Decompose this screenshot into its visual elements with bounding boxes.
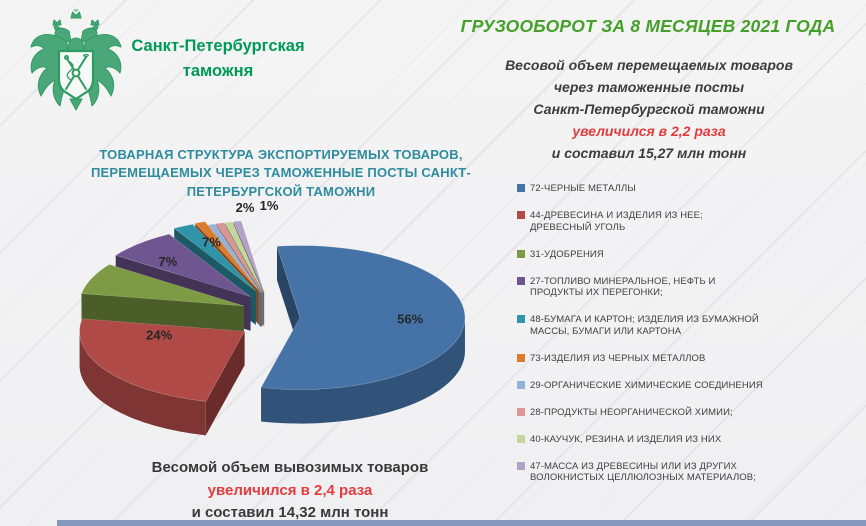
legend-color-swatch <box>517 461 525 470</box>
legend-item: 40-КАУЧУК, РЕЗИНА И ИЗДЕЛИЯ ИЗ НИХ <box>517 434 817 446</box>
page-title: ГРУЗООБОРОТ ЗА 8 МЕСЯЦЕВ 2021 ГОДА <box>460 16 836 36</box>
legend-color-swatch <box>517 276 525 285</box>
chart-title: ТОВАРНАЯ СТРУКТУРА ЭКСПОРТИРУЕМЫХ ТОВАРО… <box>91 147 471 199</box>
summary-bottom: Весомой объем вывозимых товаров увеличил… <box>108 457 472 525</box>
legend-color-swatch <box>517 210 525 219</box>
legend-label: 40-КАУЧУК, РЕЗИНА И ИЗДЕЛИЯ ИЗ НИХ <box>530 433 722 445</box>
legend-color-swatch <box>517 354 525 362</box>
legend-item: 72-ЧЕРНЫЕ МЕТАЛЛЫ <box>517 183 817 195</box>
legend-label: 48-БУМАГА И КАРТОН; ИЗДЕЛИЯ ИЗ БУМАЖНОЙ … <box>530 314 759 338</box>
legend-label: 28-ПРОДУКТЫ НЕОРГАНИЧЕСКОЙ ХИМИИ; <box>530 406 733 418</box>
summary-top-line2: через таможенные посты <box>553 79 745 96</box>
legend-color-swatch <box>517 407 525 416</box>
legend-color-swatch <box>517 249 525 258</box>
legend-label: 44-ДРЕВЕСИНА И ИЗДЕЛИЯ ИЗ НЕЕ; ДРЕВЕСНЫЙ… <box>530 209 703 233</box>
legend-item: 47-МАССА ИЗ ДРЕВЕСИНЫ ИЛИ ИЗ ДРУГИХ ВОЛО… <box>517 461 817 485</box>
legend-item: 29-ОРГАНИЧЕСКИЕ ХИМИЧЕСКИЕ СОЕДИНЕНИЯ <box>517 380 817 392</box>
pie-chart-area: 56% 24% 7% 7% 2% 1% <box>55 196 525 478</box>
summary-top-line4: и составил 15,27 млн тонн <box>551 145 747 162</box>
legend-label: 31-УДОБРЕНИЯ <box>530 248 604 260</box>
legend-item: 44-ДРЕВЕСИНА И ИЗДЕЛИЯ ИЗ НЕЕ; ДРЕВЕСНЫЙ… <box>517 210 817 234</box>
legend-label: 72-ЧЕРНЫЕ МЕТАЛЛЫ <box>530 183 636 194</box>
summary-bottom-line1: Весомой объем вывозимых товаров <box>151 459 429 476</box>
legend-label: 47-МАССА ИЗ ДРЕВЕСИНЫ ИЛИ ИЗ ДРУГИХ ВОЛО… <box>530 460 756 484</box>
legend-label: 29-ОРГАНИЧЕСКИЕ ХИМИЧЕСКИЕ СОЕДИНЕНИЯ <box>530 379 763 391</box>
pie-label: 1% <box>260 198 279 213</box>
legend-item: 31-УДОБРЕНИЯ <box>517 249 817 261</box>
summary-top-line1: Весовой объем перемещаемых товаров <box>505 57 793 73</box>
legend-item: 27-ТОПЛИВО МИНЕРАЛЬНОЕ, НЕФТЬ И ПРОДУКТЫ… <box>517 276 817 300</box>
customs-eagle-emblem-icon <box>30 9 122 111</box>
pie-chart-3d: 56% 24% 7% 7% 2% 1% <box>79 198 466 436</box>
legend-color-swatch <box>517 315 525 324</box>
summary-top-highlight: увеличился в 2,2 раза <box>572 123 726 140</box>
pie-label: 7% <box>202 234 221 249</box>
legend-item: 73-ИЗДЕЛИЯ ИЗ ЧЕРНЫХ МЕТАЛЛОВ <box>517 353 817 365</box>
summary-top-line3: Санкт-Петербургской таможни <box>533 101 765 118</box>
legend-item: 48-БУМАГА И КАРТОН; ИЗДЕЛИЯ ИЗ БУМАЖНОЙ … <box>517 314 817 338</box>
pie-label: 2% <box>236 200 255 215</box>
summary-top: Весовой объем перемещаемых товаров через… <box>452 54 846 165</box>
legend-label: 27-ТОПЛИВО МИНЕРАЛЬНОЕ, НЕФТЬ И ПРОДУКТЫ… <box>530 275 716 299</box>
legend-label: 73-ИЗДЕЛИЯ ИЗ ЧЕРНЫХ МЕТАЛЛОВ <box>530 353 706 364</box>
summary-bottom-highlight: увеличился в 2,4 раза <box>207 481 373 499</box>
bottom-accent-bar <box>57 520 866 526</box>
pie-label: 7% <box>158 254 177 269</box>
chart-legend: 72-ЧЕРНЫЕ МЕТАЛЛЫ 44-ДРЕВЕСИНА И ИЗДЕЛИЯ … <box>517 183 817 484</box>
pie-label: 24% <box>146 328 172 343</box>
legend-color-swatch <box>517 184 525 192</box>
org-name: Санкт-Петербургская таможня <box>131 37 305 80</box>
legend-item: 28-ПРОДУКТЫ НЕОРГАНИЧЕСКОЙ ХИМИИ; <box>517 407 817 419</box>
legend-color-swatch <box>517 380 525 389</box>
summary-bottom-line2: и составил 14,32 млн тонн <box>191 504 389 521</box>
pie-label: 56% <box>397 312 423 327</box>
legend-color-swatch <box>517 434 525 443</box>
